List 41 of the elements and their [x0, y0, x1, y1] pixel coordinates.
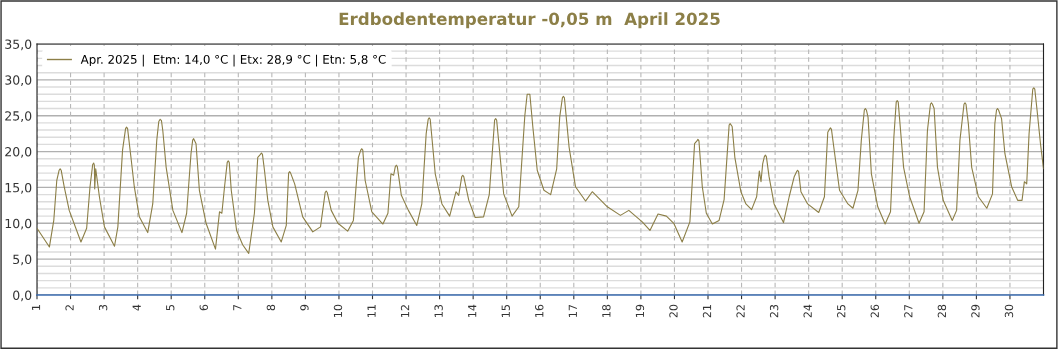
x-tick-label: 18 — [602, 304, 611, 317]
x-tick-label: 4 — [132, 304, 141, 311]
x-tick-label: 9 — [300, 304, 309, 311]
x-tick-label: 13 — [434, 304, 443, 317]
x-tick-label: 24 — [803, 304, 812, 318]
y-tick-label: 25,0 — [5, 111, 32, 122]
x-tick-label: 17 — [568, 304, 577, 317]
x-tick-label: 11 — [367, 305, 376, 317]
line-series — [37, 87, 1044, 254]
x-tick-label: 2 — [65, 305, 74, 311]
x-tick-label: 28 — [937, 304, 947, 318]
x-tick-label: 30 — [1004, 304, 1014, 318]
y-tick-label: 10,0 — [5, 218, 32, 230]
x-tick-label: 7 — [233, 304, 242, 311]
x-tick-label: 15 — [501, 305, 510, 317]
x-tick-label: 21 — [702, 305, 712, 318]
x-tick-label: 16 — [535, 304, 544, 317]
x-tick-label: 10 — [333, 304, 343, 317]
y-tick-label: 0,0 — [13, 290, 32, 302]
chart-title: Erdbodentemperatur -0,05 m April 2025 — [339, 12, 720, 29]
y-tick-label: 30,0 — [5, 75, 32, 87]
x-tick-label: 1 — [31, 305, 41, 310]
x-tick-label: 19 — [635, 304, 645, 317]
x-tick-label: 26 — [870, 304, 879, 318]
y-tick-label: 20,0 — [5, 147, 32, 158]
x-tick-label: 8 — [266, 304, 276, 311]
x-tick-label: 25 — [837, 305, 846, 318]
x-tick-label: 20 — [669, 304, 678, 318]
x-tick-label: 29 — [971, 304, 980, 318]
x-tick-label: 5 — [166, 305, 175, 311]
x-tick-label: 14 — [468, 304, 477, 317]
x-tick-label: 23 — [769, 304, 779, 318]
x-tick-label: 3 — [98, 304, 108, 311]
x-tick-label: 6 — [199, 304, 208, 311]
y-tick-label: 5,0 — [13, 254, 32, 266]
x-tick-label: 22 — [736, 305, 745, 318]
y-tick-label: 15,0 — [5, 182, 32, 194]
y-tick-label: 35,0 — [5, 39, 32, 51]
x-tick-label: 27 — [904, 304, 913, 318]
x-tick-label: 12 — [400, 305, 410, 317]
legend-label: Apr. 2025 | Etm: 14,0 °C | Etx: 28,9 °C | Etn: 5,8 °C — [80, 54, 386, 67]
